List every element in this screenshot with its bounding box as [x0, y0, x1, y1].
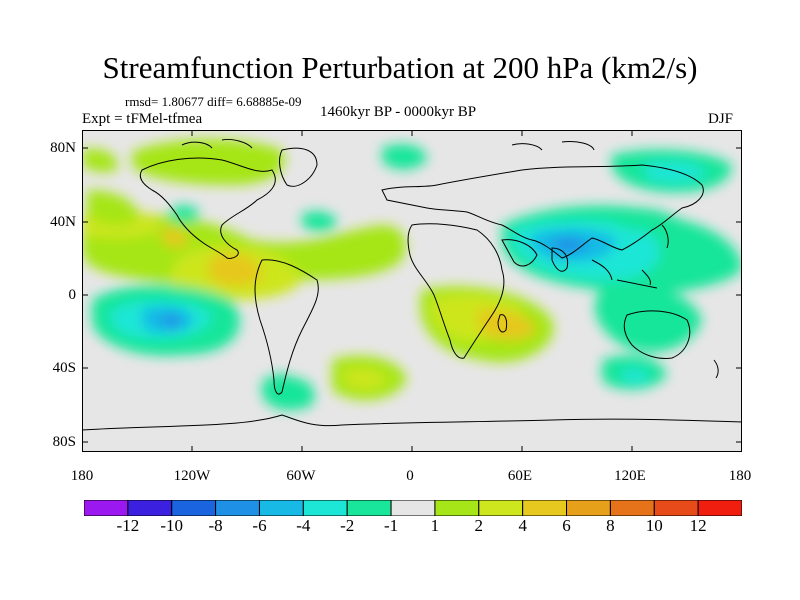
- lon-tick-120e: 120E: [614, 468, 646, 484]
- colorbar-label: 1: [430, 516, 440, 535]
- colorbar-swatch: [522, 500, 568, 516]
- colorbar-label: 10: [645, 516, 663, 535]
- colorbar-label: 6: [562, 516, 571, 535]
- season-label: DJF: [708, 111, 734, 127]
- lon-tick-180w: 180: [70, 468, 94, 484]
- lat-tick-40s: 40S: [52, 360, 76, 376]
- colorbar-label: -4: [296, 516, 311, 535]
- plot-title: Streamfunction Perturbation at 200 hPa (…: [102, 50, 698, 85]
- colorbar-swatch: [478, 500, 524, 516]
- colorbar-swatch: [697, 500, 742, 516]
- lat-tick-40n: 40N: [50, 214, 76, 230]
- lon-tick-180e: 180: [728, 468, 752, 484]
- colorbar-label: 8: [606, 516, 615, 535]
- colorbar: [84, 500, 742, 516]
- colorbar-label: 2: [474, 516, 484, 535]
- colorbar-label: -10: [160, 516, 184, 535]
- colorbar-swatch: [390, 500, 436, 516]
- colorbar-swatch: [609, 500, 655, 516]
- lon-tick-120w: 120W: [173, 468, 211, 484]
- experiment-label: Expt = tFMel-tfmea: [82, 111, 203, 127]
- colorbar-swatch: [566, 500, 611, 516]
- colorbar-label: -2: [340, 516, 355, 535]
- lon-tick-60e: 60E: [507, 468, 533, 484]
- colorbar-label: -8: [208, 516, 223, 535]
- colorbar-swatch: [302, 500, 348, 516]
- colorbar-label: 4: [518, 516, 527, 535]
- lat-tick-80n: 80N: [50, 140, 76, 156]
- map-frame: [82, 130, 742, 452]
- lat-tick-80s: 80S: [52, 434, 76, 450]
- colorbar-swatch: [127, 500, 173, 516]
- colorbar-swatch: [653, 500, 699, 516]
- colorbar-swatch: [171, 500, 217, 516]
- coastlines: [82, 139, 742, 431]
- colorbar-label: 12: [689, 516, 707, 535]
- colorbar-swatch: [346, 500, 392, 516]
- lon-tick-60w: 60W: [286, 468, 316, 484]
- colorbar-swatch: [215, 500, 260, 516]
- colorbar-label: -6: [252, 516, 267, 535]
- stats-text: rmsd= 1.80677 diff= 6.68885e-09: [125, 94, 302, 109]
- lon-tick-0: 0: [406, 468, 414, 484]
- colorbar-label: -1: [384, 516, 399, 535]
- streamfunction-map: [82, 130, 742, 452]
- colorbar-swatch: [434, 500, 480, 516]
- colorbar-swatch: [258, 500, 304, 516]
- lat-tick-0: 0: [68, 287, 77, 303]
- colorbar-swatch: [84, 500, 129, 516]
- colorbar-label: -12: [116, 516, 140, 535]
- period-label: 1460kyr BP - 0000kyr BP: [320, 104, 477, 120]
